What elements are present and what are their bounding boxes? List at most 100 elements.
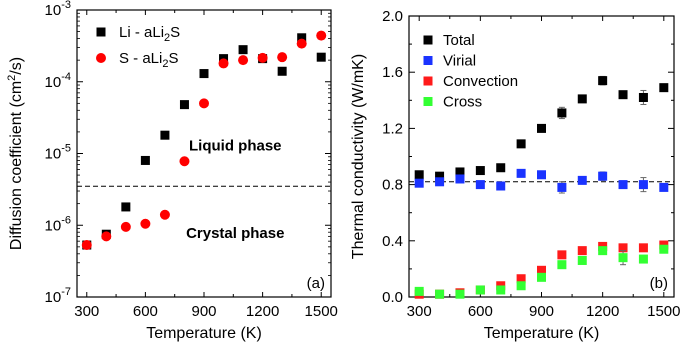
legend: Li - aLi2S S - aLi2S [96,24,180,70]
data-point-square [516,139,526,149]
x-axis-title: Temperature (K) [146,325,262,342]
data-point-square [475,180,485,190]
data-point-square [557,182,567,192]
y-tick-label: 10-4 [45,71,71,91]
data-point-circle [140,218,151,229]
data-point-circle [277,52,288,63]
data-point-circle [218,58,229,69]
data-point-square [140,155,150,165]
data-point-square [557,260,567,270]
data-point-square [435,171,445,181]
series-cross [414,244,669,299]
data-point-square [638,243,648,253]
panel-label: (b) [650,275,668,292]
x-tick-label: 1500 [647,303,680,320]
data-point-square [638,92,648,102]
x-tick-label: 900 [191,303,216,320]
x-tick-label: 900 [529,303,554,320]
legend-label: Virial [443,53,476,70]
x-axis-title: Temperature (K) [484,325,600,342]
data-point-circle [316,30,327,41]
legend-label: Li - aLi2S [119,24,180,44]
data-point-square [414,170,424,180]
x-tick-label: 600 [468,303,493,320]
phase-annotation: Crystal phase [186,225,284,242]
data-point-square [618,90,628,100]
data-point-square [238,45,248,55]
legend-label: S - aLi2S [119,50,179,70]
data-point-square [297,33,307,43]
series-s [81,30,327,251]
data-point-square [577,94,587,104]
legend-label: Convection [443,73,518,90]
y-tick-label: 10-3 [45,0,71,19]
data-point-square [496,181,506,191]
x-tick-label: 300 [74,303,99,320]
data-point-square [618,243,628,253]
data-point-square [496,163,506,173]
data-point-circle [296,38,307,49]
data-point-square [160,130,170,140]
panel-label: (a) [307,275,325,292]
data-point-square [638,180,648,190]
legend-marker-square [423,56,433,65]
panel-b-thermal-conductivity-chart: 300 600 900 1200 1500 Temperature (K) 0.0 0.4 0.… [350,8,680,342]
legend-label: Total [443,32,475,49]
panel-a-diffusion-chart: 300 600 900 1200 1500 Temperature (K) 10-7 10-6… [6,0,338,342]
data-point-square [496,285,506,295]
data-point-square [516,281,526,291]
data-point-square [598,171,608,181]
phase-annotation: Liquid phase [189,138,282,155]
data-point-square [537,272,546,282]
data-point-circle [238,55,249,66]
data-point-square [414,286,424,296]
data-point-square [537,265,546,275]
data-point-square [618,180,628,190]
x-tick-label: 1200 [246,303,279,320]
y-tick-label: 0.8 [382,177,403,194]
series-convection [414,240,669,299]
data-point-circle [199,98,209,109]
data-point-square [199,69,209,79]
data-point-square [475,166,485,176]
y-tick-label: 10-6 [45,214,71,234]
y-tick-label: 0.0 [382,289,403,306]
data-point-square [598,76,608,86]
data-point-square [435,289,445,299]
data-point-square [414,178,424,188]
series-total [414,75,669,181]
data-point-square [598,246,608,256]
data-point-square [435,177,445,187]
x-tick-label: 600 [133,303,158,320]
data-point-circle [159,209,170,220]
y-tick-label: 2.0 [382,8,403,25]
series-virial [414,168,669,194]
data-point-square [537,123,546,133]
data-point-square [638,254,648,264]
data-point-circle [101,231,112,242]
x-tick-label: 300 [407,303,432,320]
data-point-square [516,274,526,284]
x-tick-label: 1500 [305,303,338,320]
y-tick-label: 0.4 [382,233,403,250]
data-point-circle [81,240,92,251]
x-tick-label: 1200 [586,303,619,320]
legend: Total Virial Convection Cross [423,32,518,111]
data-point-square [455,167,465,177]
y-axis-title: Thermal conductivity (W/mK) [350,54,367,259]
data-point-square [577,175,587,185]
data-point-square [537,170,546,180]
legend-marker-square [96,27,106,37]
legend-marker-square [423,76,433,86]
y-axis-title: Diffusion coefficient (cm2/s) [6,57,25,250]
legend-marker-circle [96,53,106,63]
y-tick-label: 10-5 [45,143,71,163]
data-point-square [659,83,669,93]
y-tick-label: 1.6 [382,64,403,81]
data-point-square [577,246,587,256]
data-point-square [455,289,465,299]
data-point-square [659,244,669,254]
data-point-square [179,100,189,110]
data-point-square [557,250,567,260]
